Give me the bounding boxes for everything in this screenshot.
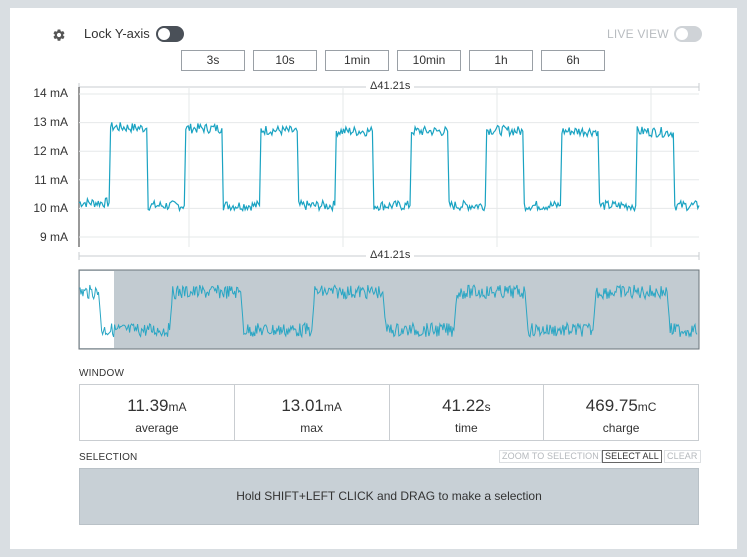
stat-max: 13.01mA max [235, 385, 390, 440]
stat-average: 11.39mA average [80, 385, 235, 440]
stat-value: 41.22 [442, 396, 485, 415]
overview-selection-window[interactable] [80, 271, 114, 348]
overview-minimap[interactable] [78, 269, 700, 350]
range-button-3s[interactable]: 3s [181, 50, 245, 71]
stat-name: time [455, 421, 478, 435]
stat-unit: mA [168, 400, 187, 414]
selection-section-label: SELECTION [79, 452, 138, 463]
clear-button[interactable]: CLEAR [664, 450, 701, 463]
lock-y-axis-toggle[interactable] [156, 26, 184, 42]
toggle-knob [676, 28, 688, 40]
stat-name: average [135, 421, 179, 435]
range-button-10s[interactable]: 10s [253, 50, 317, 71]
stat-time: 41.22s time [390, 385, 545, 440]
stat-unit: mC [637, 400, 657, 414]
select-all-button[interactable]: SELECT ALL [602, 450, 662, 463]
range-button-10min[interactable]: 10min [397, 50, 461, 71]
chart-grid [79, 87, 699, 247]
window-duration-label: Δ41.21s [366, 80, 415, 92]
lock-y-axis-label: Lock Y-axis [84, 26, 150, 41]
live-view-label: LIVE VIEW [607, 27, 669, 41]
selection-area[interactable]: Hold SHIFT+LEFT CLICK and DRAG to make a… [79, 468, 699, 525]
y-tick-label: 11 mA [34, 173, 68, 187]
y-tick-label: 9 mA [39, 230, 68, 244]
gear-icon[interactable] [52, 28, 66, 42]
stat-name: max [300, 421, 323, 435]
stat-unit: s [484, 400, 491, 414]
current-trace [78, 122, 700, 213]
overview-series-line [79, 283, 698, 339]
y-tick-label: 14 mA [33, 86, 68, 100]
range-button-1h[interactable]: 1h [469, 50, 533, 71]
window-stats: 11.39mA average 13.01mA max 41.22s time … [79, 384, 699, 441]
y-tick-label: 13 mA [33, 115, 68, 129]
y-tick-label: 10 mA [33, 201, 68, 215]
stat-name: charge [602, 421, 640, 435]
zoom-to-selection-button[interactable]: ZOOM TO SELECTION [499, 450, 602, 463]
window-duration-label: Δ41.21s [366, 249, 415, 261]
overview-trace [79, 283, 698, 339]
range-button-6h[interactable]: 6h [541, 50, 605, 71]
stat-value: 11.39 [127, 396, 169, 415]
stat-value: 13.01 [281, 396, 324, 415]
range-button-1min[interactable]: 1min [325, 50, 389, 71]
window-section-label: WINDOW [79, 368, 125, 379]
stat-unit: mA [323, 400, 342, 414]
live-view-toggle[interactable] [674, 26, 702, 42]
stat-charge: 469.75mC charge [544, 385, 698, 440]
stat-value: 469.75 [585, 396, 638, 415]
current-series-line [78, 122, 700, 213]
y-tick-label: 12 mA [33, 144, 68, 158]
toggle-knob [158, 28, 170, 40]
